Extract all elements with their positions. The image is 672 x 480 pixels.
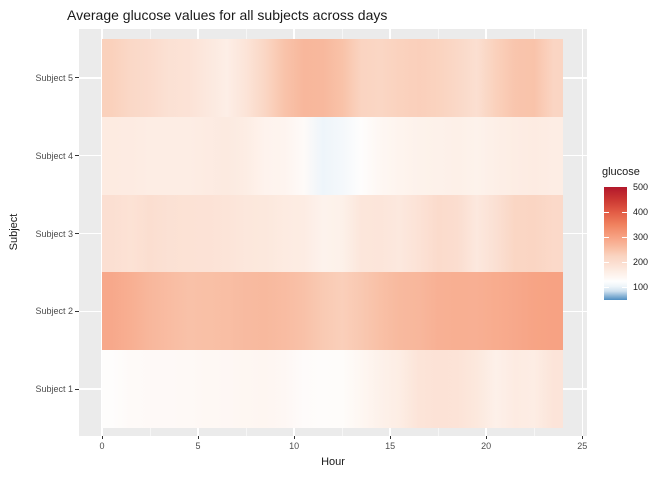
legend-tick-mark (622, 211, 627, 213)
y-tick-mark (75, 310, 79, 312)
legend-tick-label-100: 100 (633, 282, 649, 293)
legend-title: glucose (602, 166, 640, 178)
y-tick-mark (75, 233, 79, 234)
legend-tick-mark (622, 261, 627, 263)
legend-tick-mark (604, 286, 609, 288)
x-tick-label-10: 10 (289, 441, 300, 451)
heatmap-tiles (102, 39, 563, 428)
legend-colorbar (604, 187, 627, 300)
legend-tick-label-400: 400 (633, 207, 649, 218)
legend-tick-mark (604, 261, 609, 263)
x-tick-mark (582, 436, 584, 439)
x-tick-label-20: 20 (481, 441, 492, 451)
legend-tick-mark (604, 211, 609, 213)
y-tick-mark (75, 388, 79, 390)
x-tick-label-15: 15 (385, 441, 396, 451)
heatmap-row-subject-2 (102, 272, 563, 351)
x-tick-mark (294, 436, 296, 439)
heatmap-row-subject-4 (102, 116, 563, 195)
legend-tick-mark (622, 236, 627, 238)
y-tick-label-subject-5: Subject 5 (35, 72, 73, 83)
y-tick-label-subject-2: Subject 2 (35, 306, 73, 317)
plot-title: Average glucose values for all subjects … (67, 7, 388, 23)
x-gridline (581, 29, 583, 436)
y-tick-mark (75, 77, 79, 79)
x-tick-label-25: 25 (577, 441, 588, 451)
y-tick-label-subject-4: Subject 4 (35, 150, 73, 161)
y-tick-mark (75, 155, 79, 157)
y-axis-title: Subject (8, 213, 20, 251)
heatmap-row-subject-1 (102, 350, 563, 428)
x-tick-label-5: 5 (195, 441, 201, 451)
legend-tick-label-300: 300 (633, 232, 649, 243)
x-tick-mark (486, 436, 488, 439)
heatmap-row-subject-5 (102, 39, 563, 117)
heatmap-row-subject-3 (102, 194, 563, 273)
legend-tick-label-500: 500 (633, 182, 649, 192)
x-tick-label-0: 0 (99, 441, 105, 451)
legend-tick-mark (622, 286, 627, 288)
legend-tick-mark (604, 236, 609, 238)
y-tick-label-subject-3: Subject 3 (35, 228, 73, 239)
x-gridline (101, 29, 103, 436)
x-tick-mark (198, 436, 200, 439)
x-tick-mark (390, 436, 392, 439)
plot-panel (79, 29, 587, 436)
legend-tick-label-200: 200 (633, 257, 649, 268)
x-axis-title: Hour (321, 456, 345, 468)
y-tick-label-subject-1: Subject 1 (35, 384, 73, 395)
x-tick-mark (102, 436, 103, 439)
